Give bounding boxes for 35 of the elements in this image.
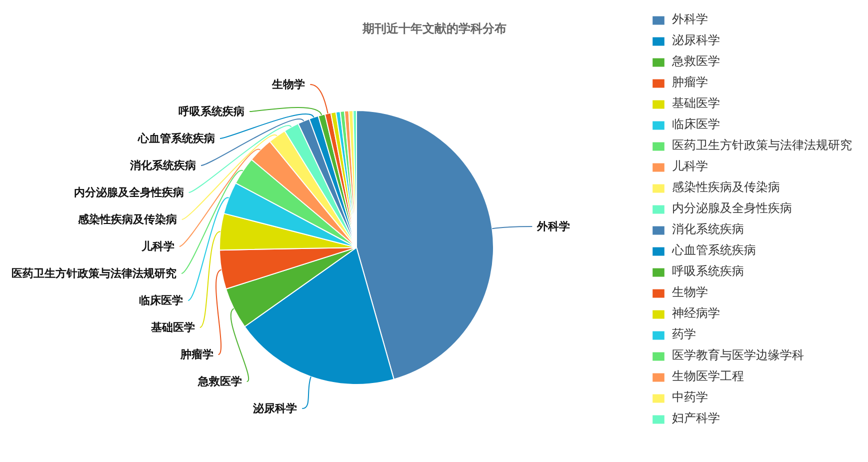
slice-label: 心血管系统疾病 — [136, 132, 215, 145]
slice-label: 基础医学 — [150, 321, 195, 334]
slice-label: 肿瘤学 — [179, 348, 214, 361]
slice-label: 儿科学 — [140, 240, 175, 253]
legend-label: 药学 — [672, 326, 696, 343]
slice-label: 消化系统疾病 — [129, 159, 196, 172]
legend-label: 医药卫生方针政策与法律法规研究 — [672, 137, 852, 154]
legend-label: 内分泌腺及全身性疾病 — [672, 200, 792, 217]
legend-label: 生物学 — [672, 284, 708, 301]
slice-label: 临床医学 — [139, 294, 184, 307]
legend-label: 外科学 — [672, 11, 708, 28]
slice-label: 呼吸系统疾病 — [178, 105, 245, 118]
slice-label: 感染性疾病及传染病 — [76, 213, 177, 226]
legend-label: 神经病学 — [672, 305, 720, 322]
legend-label: 临床医学 — [672, 116, 720, 133]
legend-label: 中药学 — [672, 389, 708, 406]
slice-label: 泌尿科学 — [252, 402, 298, 415]
legend-label: 消化系统疾病 — [672, 221, 744, 238]
legend-label: 呼吸系统疾病 — [672, 263, 744, 280]
slice-label: 外科学 — [536, 220, 570, 234]
slice-label: 急救医学 — [196, 375, 242, 388]
legend-label: 感染性疾病及传染病 — [672, 179, 780, 196]
legend-label: 生物医学工程 — [672, 368, 744, 385]
text: 期刊近十年文献的学科分布 — [362, 22, 506, 36]
slice-label: 生物学 — [271, 78, 306, 91]
legend-label: 泌尿科学 — [672, 32, 720, 49]
legend-label: 心血管系统疾病 — [672, 242, 756, 259]
legend-label: 肿瘤学 — [672, 74, 708, 91]
legend-label: 基础医学 — [672, 95, 720, 112]
slice-label: 内分泌腺及全身性疾病 — [74, 186, 184, 199]
legend-label: 医学教育与医学边缘学科 — [672, 347, 804, 364]
legend-label: 急救医学 — [672, 53, 720, 70]
legend-label: 儿科学 — [672, 158, 708, 175]
slice-label: 医药卫生方针政策与法律法规研究 — [12, 267, 177, 280]
legend-label: 妇产科学 — [672, 410, 720, 427]
